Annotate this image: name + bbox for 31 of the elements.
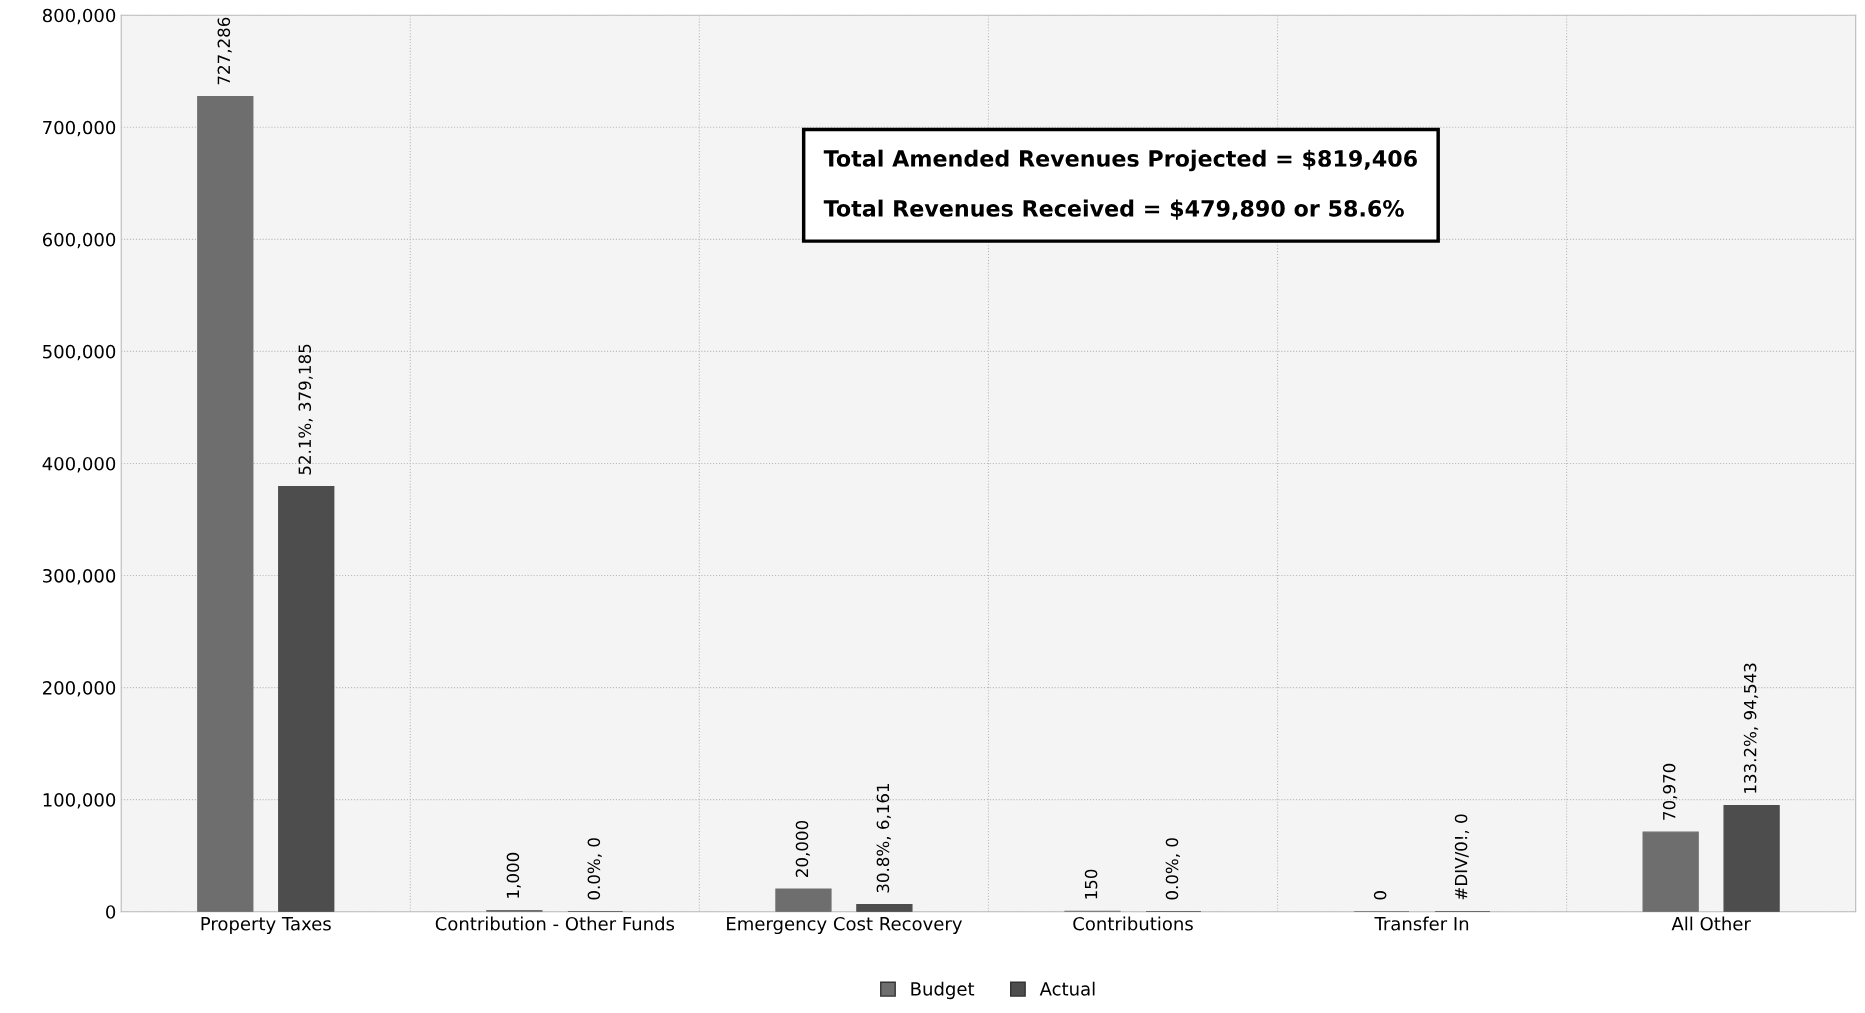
y-tick-label: 100,000 [43,793,116,809]
x-tick-label: Property Taxes [201,917,331,935]
data-label: 133.2%, 94,543 [1743,663,1759,793]
data-label: 0.0%, 0 [587,838,602,900]
data-label: 0.0%, 0 [1165,838,1180,900]
data-label: 150 [1084,869,1098,899]
y-tick-label: 700,000 [43,120,116,137]
data-label: 727,286 [217,17,232,85]
x-tick-label: Contribution - Other Funds [435,916,675,931]
data-label: 70,970 [1662,763,1678,820]
y-tick-label: 400,000 [42,456,116,473]
y-tick-label: 300,000 [43,568,116,585]
data-label: 30.8%, 6,161 [876,783,891,893]
data-label: #DIV/0!, 0 [1454,814,1470,900]
x-tick-label: All Other [1671,916,1751,931]
y-tick-label: 200,000 [43,681,116,697]
data-label: 0 [1373,891,1387,900]
y-tick-label: 0 [106,905,116,919]
annotation: Total Revenues Received = $479,890 or 58.6% [823,199,1404,220]
legend-label: Actual [1039,981,1095,996]
y-tick-label: 800,000 [42,8,116,25]
y-tick-label: 500,000 [43,344,116,361]
legend-label: Budget [911,981,975,1000]
y-tick-label: 600,000 [42,232,116,249]
data-label: 20,000 [795,820,810,877]
x-tick-label: Contributions [1073,916,1193,931]
x-tick-label: Transfer In [1374,916,1469,931]
data-label: 1,000 [506,852,521,898]
annotation: Total Amended Revenues Projected = $819,406 [823,149,1417,172]
data-label: 52.1%, 379,185 [298,344,313,475]
x-tick-label: Emergency Cost Recovery [727,916,962,935]
